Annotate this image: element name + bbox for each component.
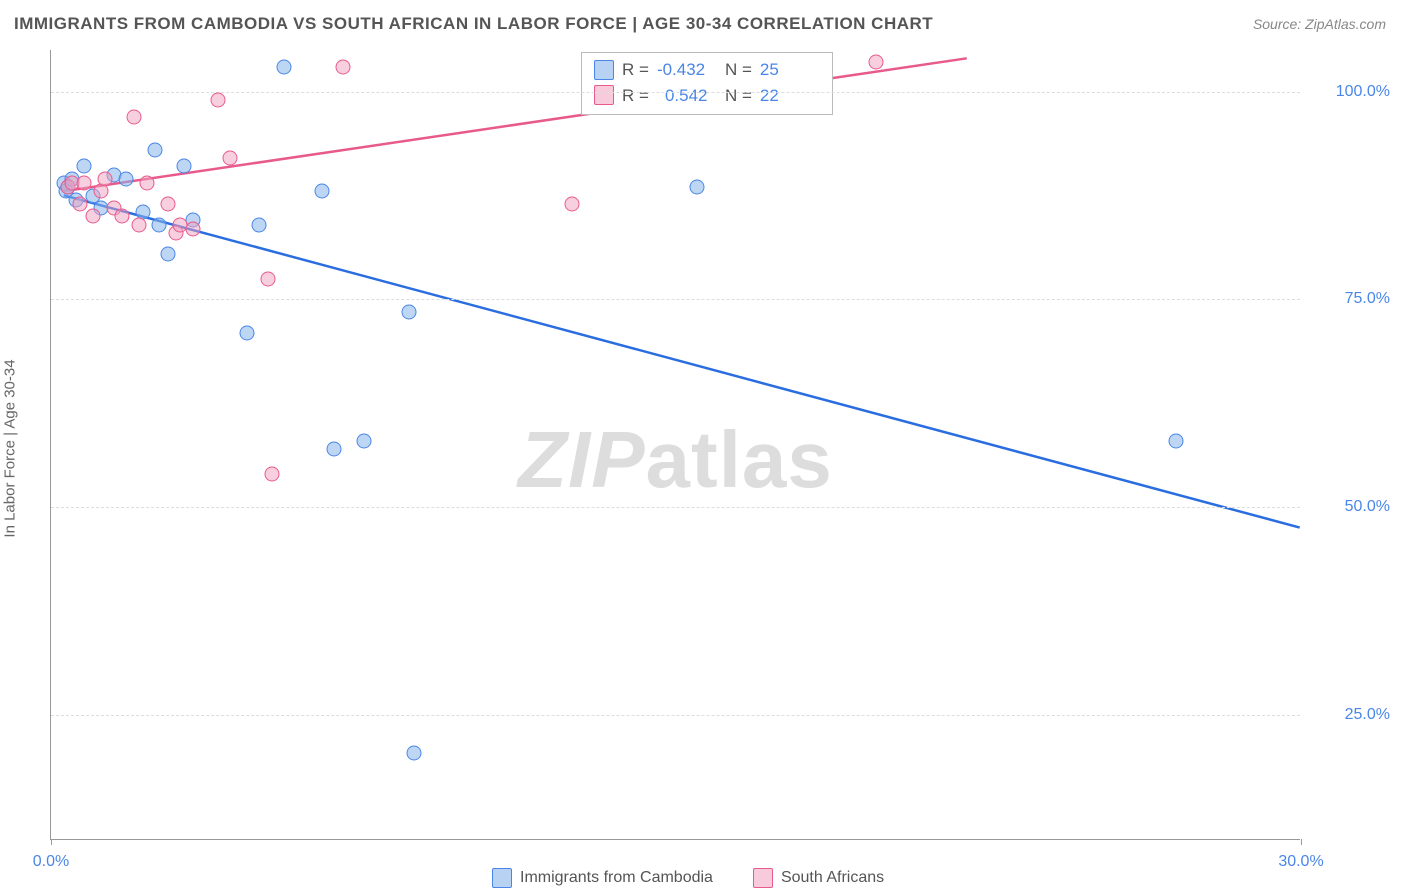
data-point-south_africans	[869, 55, 884, 70]
data-point-south_africans	[139, 176, 154, 191]
stats-box: R = -0.432 N = 25 R = 0.542 N = 22	[581, 52, 833, 115]
correlation-chart: IMMIGRANTS FROM CAMBODIA VS SOUTH AFRICA…	[0, 0, 1406, 892]
gridline	[51, 299, 1300, 300]
data-point-south_africans	[98, 171, 113, 186]
data-point-cambodia	[148, 142, 163, 157]
data-point-cambodia	[402, 304, 417, 319]
gridline	[51, 507, 1300, 508]
y-tick-label: 25.0%	[1310, 706, 1390, 724]
data-point-south_africans	[260, 271, 275, 286]
stats-row-southafricans: R = 0.542 N = 22	[594, 83, 820, 109]
y-axis-label: In Labor Force | Age 30-34	[2, 359, 19, 537]
data-point-south_africans	[114, 209, 129, 224]
chart-title: IMMIGRANTS FROM CAMBODIA VS SOUTH AFRICA…	[14, 14, 933, 34]
x-tick-label: 0.0%	[33, 853, 69, 871]
data-point-cambodia	[152, 217, 167, 232]
data-point-south_africans	[127, 109, 142, 124]
y-tick-label: 75.0%	[1310, 290, 1390, 308]
legend-item-southafricans: South Africans	[753, 868, 884, 888]
data-point-cambodia	[177, 159, 192, 174]
plot-area: ZIPatlas R = -0.432 N = 25 R = 0.542 N =…	[50, 50, 1300, 840]
data-point-south_africans	[85, 209, 100, 224]
data-point-south_africans	[73, 196, 88, 211]
trend-lines	[51, 50, 1300, 839]
data-point-cambodia	[406, 745, 421, 760]
data-point-south_africans	[264, 467, 279, 482]
legend-item-cambodia: Immigrants from Cambodia	[492, 868, 713, 888]
data-point-cambodia	[689, 180, 704, 195]
data-point-south_africans	[564, 196, 579, 211]
stats-row-cambodia: R = -0.432 N = 25	[594, 57, 820, 83]
data-point-cambodia	[1169, 433, 1184, 448]
gridline	[51, 715, 1300, 716]
swatch-pink-icon	[594, 85, 614, 105]
gridline	[51, 92, 1300, 93]
legend-label: Immigrants from Cambodia	[520, 869, 713, 887]
swatch-blue-icon	[492, 868, 512, 888]
x-tick-mark	[51, 839, 52, 845]
data-point-cambodia	[119, 171, 134, 186]
legend-label: South Africans	[781, 869, 884, 887]
swatch-pink-icon	[753, 868, 773, 888]
data-point-south_africans	[77, 176, 92, 191]
data-point-south_africans	[185, 221, 200, 236]
x-tick-label: 30.0%	[1278, 853, 1323, 871]
legend-bottom: Immigrants from Cambodia South Africans	[492, 868, 884, 888]
data-point-cambodia	[239, 325, 254, 340]
data-point-cambodia	[356, 433, 371, 448]
data-point-south_africans	[223, 151, 238, 166]
data-point-cambodia	[160, 246, 175, 261]
trend-line-cambodia	[64, 195, 1300, 527]
x-tick-mark	[1301, 839, 1302, 845]
swatch-blue-icon	[594, 60, 614, 80]
data-point-south_africans	[335, 59, 350, 74]
data-point-south_africans	[160, 196, 175, 211]
y-tick-label: 50.0%	[1310, 498, 1390, 516]
source-label: Source: ZipAtlas.com	[1253, 16, 1386, 32]
data-point-cambodia	[314, 184, 329, 199]
data-point-south_africans	[131, 217, 146, 232]
data-point-south_africans	[210, 92, 225, 107]
data-point-cambodia	[327, 442, 342, 457]
data-point-cambodia	[252, 217, 267, 232]
data-point-cambodia	[77, 159, 92, 174]
data-point-cambodia	[277, 59, 292, 74]
y-tick-label: 100.0%	[1310, 83, 1390, 101]
